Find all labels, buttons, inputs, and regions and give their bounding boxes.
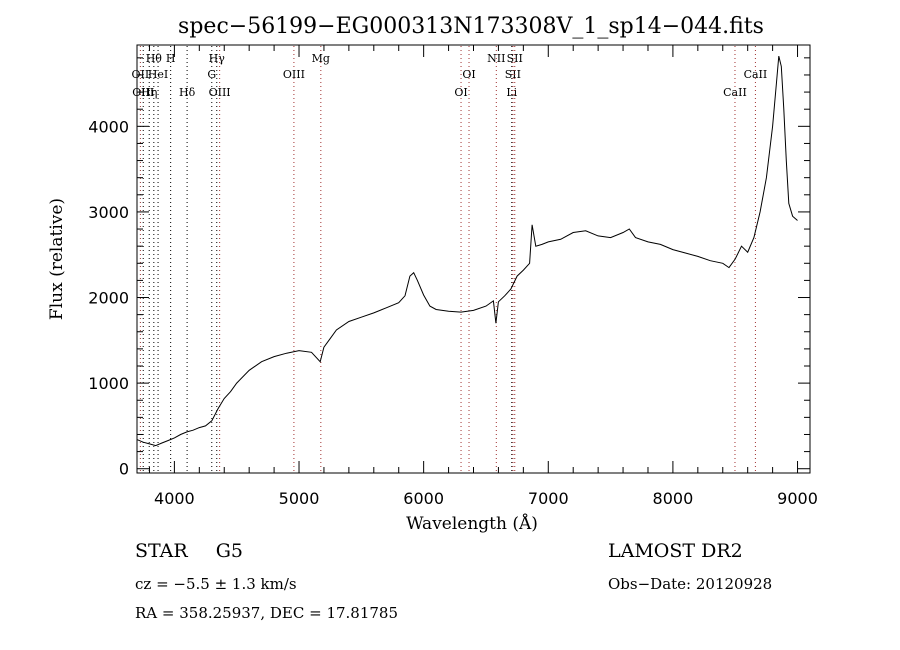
- line-marker-label: Hγ: [209, 52, 226, 65]
- coordinates-label: RA = 358.25937, DEC = 17.81785: [135, 604, 399, 622]
- x-tick-label: 5000: [279, 489, 320, 508]
- line-marker-label: OI: [462, 68, 475, 81]
- line-marker-label: Hη: [141, 86, 157, 99]
- line-marker-label: HeI: [148, 68, 168, 81]
- x-tick-label: 4000: [154, 489, 195, 508]
- line-marker-label: OIII: [132, 86, 154, 99]
- spectral-line-markers: OIIOIIIHηHθHeIHHδGHγOIIIOIIIMgOIOINIILiS…: [132, 46, 768, 472]
- y-tick-label: 1000: [88, 374, 129, 393]
- object-class: STAR G5: [135, 540, 243, 562]
- line-marker-label: OI: [454, 86, 467, 99]
- line-marker-label: CaII: [723, 86, 747, 99]
- line-marker-label: Li: [506, 86, 517, 99]
- plot-frame: [136, 44, 811, 474]
- line-marker-label: SII: [505, 68, 521, 81]
- y-tick-label: 0: [119, 460, 129, 479]
- obs-date-label: Obs−Date: 20120928: [608, 575, 773, 593]
- spectrum-line: [136, 55, 798, 447]
- line-marker-label: Hδ: [179, 86, 196, 99]
- y-tick-label: 3000: [88, 203, 129, 222]
- y-tick-label: 4000: [88, 117, 129, 136]
- survey-label: LAMOST DR2: [608, 540, 743, 562]
- line-marker-label: OIII: [209, 86, 231, 99]
- line-marker-label: Hθ: [146, 52, 163, 65]
- subclass-label: G5: [215, 540, 243, 562]
- chart-title: spec−56199−EG000313N173308V_1_sp14−044.f…: [178, 14, 764, 39]
- line-marker-label: Mg: [312, 52, 330, 65]
- x-tick-label: 6000: [403, 489, 444, 508]
- axis-tick-labels: 4000 5000 6000 7000 8000 9000 0 1000 2000 3000 400…: [88, 117, 818, 508]
- spectrum-chart: spec−56199−EG000313N173308V_1_sp14−044.f…: [47, 14, 818, 534]
- class-label: STAR: [135, 540, 188, 562]
- y-axis-label: Flux (relative): [47, 198, 67, 320]
- redshift-label: cz = −5.5 ± 1.3 km/s: [135, 575, 297, 593]
- x-tick-label: 7000: [528, 489, 569, 508]
- x-tick-label: 9000: [777, 489, 818, 508]
- line-marker-label: SII: [507, 52, 523, 65]
- x-tick-label: 8000: [653, 489, 694, 508]
- axis-ticks: [137, 45, 810, 473]
- line-marker-label: H: [166, 52, 176, 65]
- y-tick-label: 2000: [88, 289, 129, 308]
- x-axis-label: Wavelength (Å): [406, 513, 538, 534]
- line-marker-label: NII: [487, 52, 505, 65]
- line-marker-label: CaII: [744, 68, 768, 81]
- line-marker-label: OIII: [283, 68, 305, 81]
- line-marker-label: G: [207, 68, 216, 81]
